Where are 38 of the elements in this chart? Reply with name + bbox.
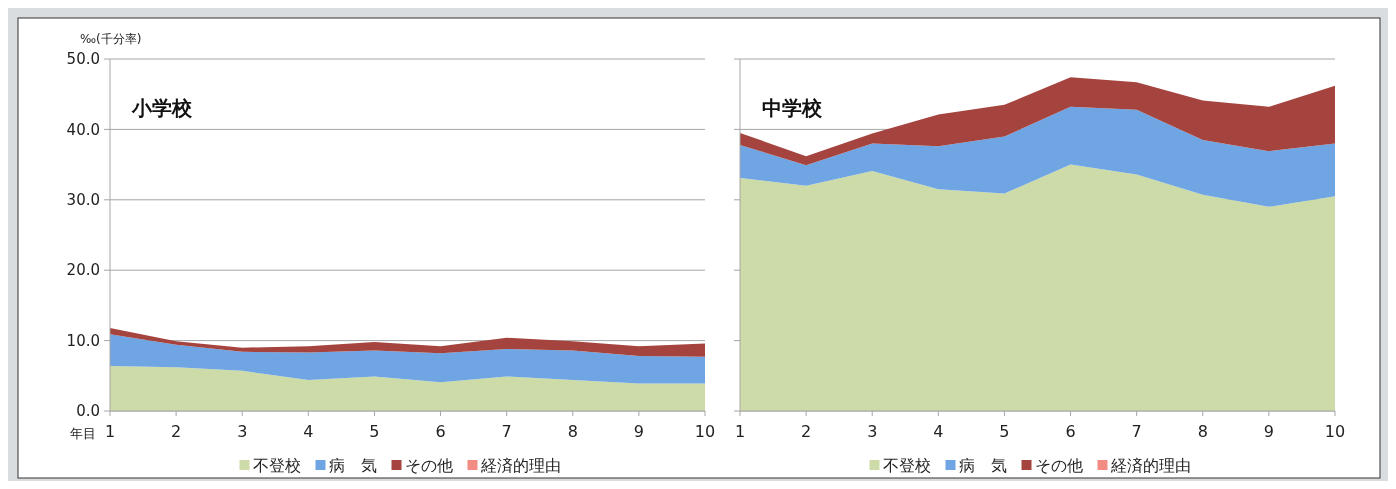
legend-label: 経済的理由 bbox=[479, 456, 561, 475]
x-tick-label: 5 bbox=[999, 422, 1010, 441]
y-tick-label: 50.0 bbox=[66, 50, 100, 69]
x-tick-label: 5 bbox=[369, 422, 380, 441]
x-tick-label: 8 bbox=[1197, 422, 1208, 441]
x-tick-label: 4 bbox=[303, 422, 314, 441]
y-tick-label: 20.0 bbox=[66, 261, 100, 280]
x-tick-label: 7 bbox=[1131, 422, 1142, 441]
legend-label: 経済的理由 bbox=[1109, 456, 1191, 475]
x-tick-label: 6 bbox=[1065, 422, 1076, 441]
x-tick-label: 3 bbox=[867, 422, 878, 441]
legend-label: その他 bbox=[1034, 456, 1083, 475]
y-tick-label: 0.0 bbox=[76, 402, 100, 421]
x-tick-label: 3 bbox=[237, 422, 248, 441]
text: 中学校 bbox=[762, 96, 823, 120]
x-tick-label: 2 bbox=[801, 422, 812, 441]
y-tick-label: 40.0 bbox=[66, 120, 100, 139]
y-tick-label: 30.0 bbox=[66, 191, 100, 210]
x-tick-label: 1 bbox=[104, 422, 116, 441]
legend-label: 不登校 bbox=[882, 456, 931, 475]
x-tick-label: 2 bbox=[171, 422, 182, 441]
x-tick-label: 10 bbox=[694, 422, 716, 441]
x-tick-label: 9 bbox=[1263, 422, 1274, 441]
x-tick-label: 4 bbox=[933, 422, 944, 441]
x-tick-label: 8 bbox=[567, 422, 578, 441]
x-tick-label: 1 bbox=[734, 422, 746, 441]
x-axis-title: 年目 bbox=[70, 426, 96, 441]
x-tick-label: 9 bbox=[633, 422, 644, 441]
legend-label: 病 気 bbox=[328, 456, 377, 475]
y-tick-label: 10.0 bbox=[66, 331, 100, 350]
x-tick-label: 10 bbox=[1324, 422, 1346, 441]
legend-label: その他 bbox=[404, 456, 453, 475]
legend-label: 不登校 bbox=[252, 456, 301, 475]
text: 小学校 bbox=[131, 96, 193, 120]
y-axis-title: ‰(千分率) bbox=[80, 32, 142, 46]
legend-label: 病 気 bbox=[958, 456, 1007, 475]
x-tick-label: 6 bbox=[435, 422, 446, 441]
x-tick-label: 7 bbox=[501, 422, 512, 441]
